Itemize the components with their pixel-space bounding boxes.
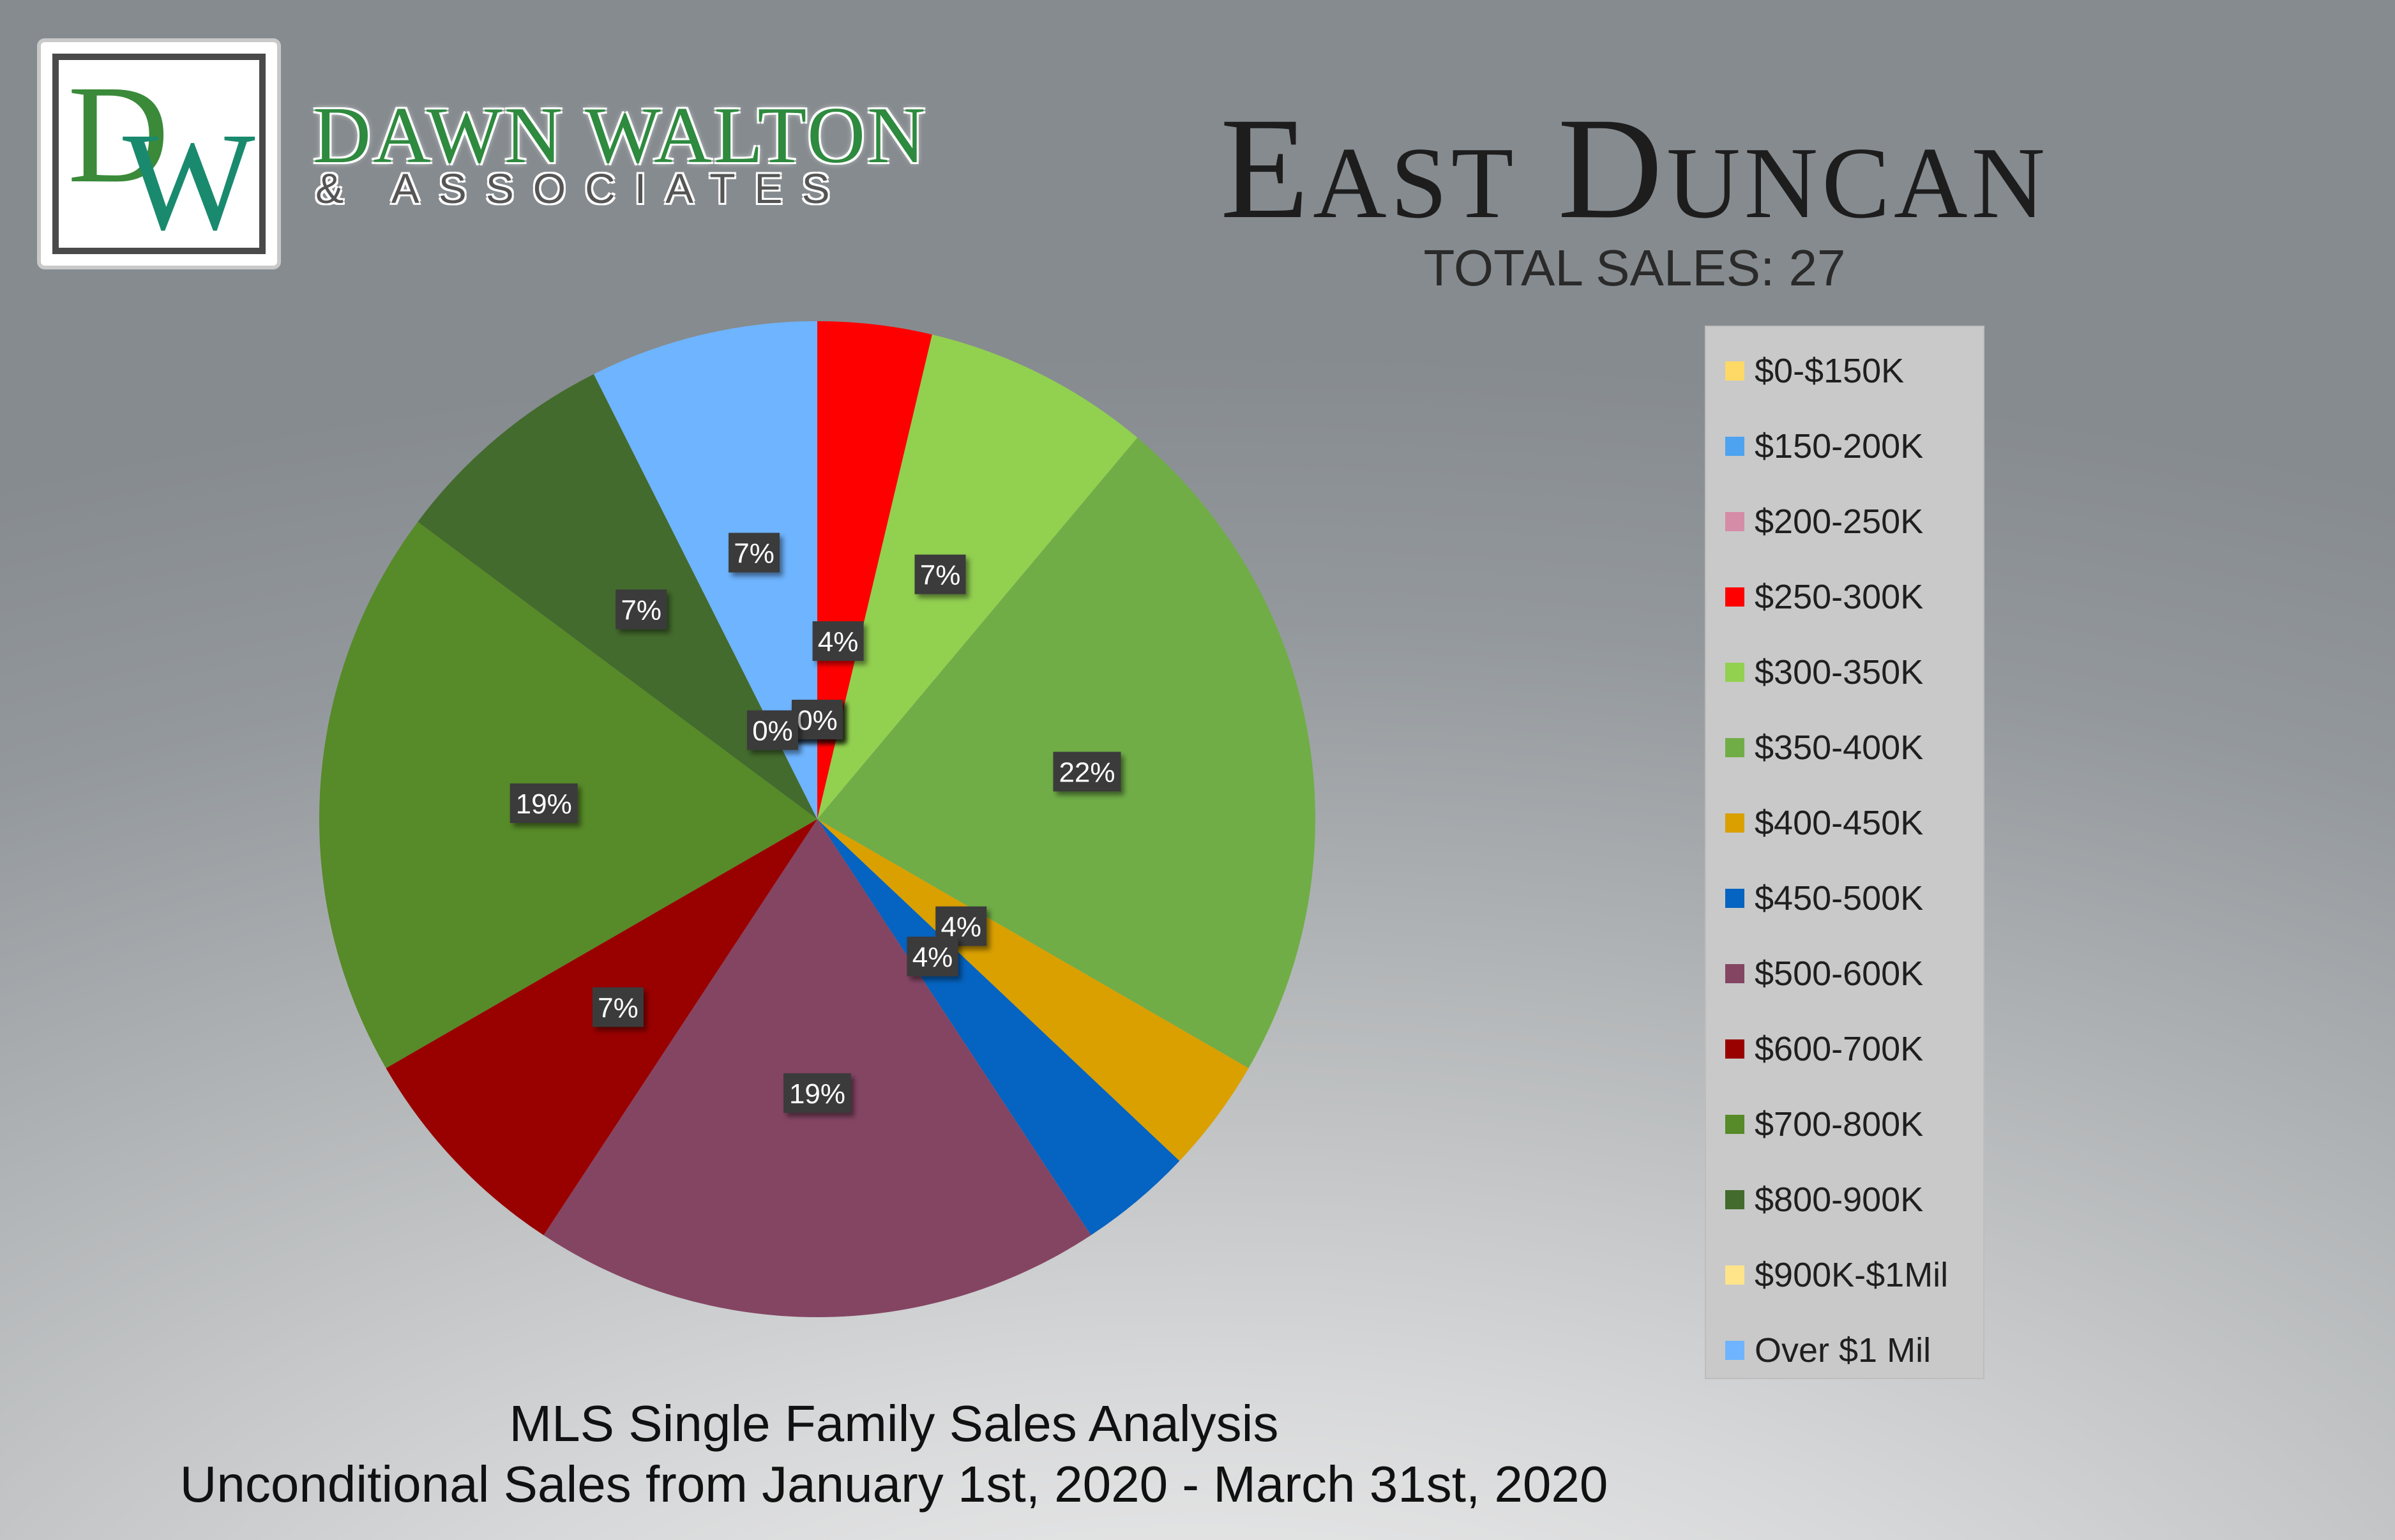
logo-monogram-d: D xyxy=(68,56,169,212)
legend-item-350-400k: $350-400K xyxy=(1725,725,1923,770)
legend-label: $0-$150K xyxy=(1755,352,1905,390)
data-label-700-800k: 19% xyxy=(510,783,578,824)
legend-swatch xyxy=(1725,361,1744,381)
data-label-600-700k: 7% xyxy=(592,987,644,1027)
legend-swatch xyxy=(1725,663,1744,682)
legend-item-0-150k: $0-$150K xyxy=(1725,349,1904,393)
legend-label: $450-500K xyxy=(1755,879,1924,917)
data-label-box xyxy=(914,554,966,594)
data-label-over-1-mil: 7% xyxy=(729,532,780,573)
legend-label: $700-800K xyxy=(1755,1105,1924,1144)
legend-item-200-250k: $200-250K xyxy=(1725,499,1923,544)
legend-item-150-200k: $150-200K xyxy=(1725,424,1923,469)
data-label-500-600k: 19% xyxy=(783,1073,851,1113)
data-label-box xyxy=(907,937,958,977)
legend-item-900k-1mil: $900K-$1Mil xyxy=(1725,1253,1948,1297)
chart-subtitle: TOTAL SALES: 27 xyxy=(1423,239,1846,296)
pie-slice-over-1-mil xyxy=(593,321,817,819)
pie-slice-250-300k xyxy=(817,321,932,819)
pie-slice-600-700k xyxy=(386,819,817,1235)
legend-label: $800-900K xyxy=(1755,1181,1924,1219)
legend-item-600-700k: $600-700K xyxy=(1725,1027,1923,1071)
pie-slice-500-600k xyxy=(543,819,1091,1317)
legend-label: $400-450K xyxy=(1755,804,1924,842)
data-label-350-400k: 22% xyxy=(1053,751,1121,792)
legend-label: $900K-$1Mil xyxy=(1755,1256,1949,1294)
legend-label: Over $1 Mil xyxy=(1755,1331,1931,1370)
legend-label: $500-600K xyxy=(1755,955,1924,993)
legend-swatch xyxy=(1725,512,1744,531)
legend-label: $350-400K xyxy=(1755,728,1924,767)
logo: D W xyxy=(37,38,281,269)
data-label-200-250k: 0% xyxy=(792,700,843,739)
data-label-text: 0% xyxy=(797,705,838,736)
data-label-box xyxy=(746,710,798,750)
legend-swatch xyxy=(1725,738,1744,757)
data-label-300-350k: 7% xyxy=(914,554,966,594)
logo-frame: D W xyxy=(52,54,266,254)
chart-title: East Duncan xyxy=(1220,88,2050,249)
data-label-text: 0% xyxy=(752,716,793,747)
legend: $0-$150K $150-200K $200-250K $250-300K $300-… xyxy=(1705,326,1984,1379)
data-label-250-300k: 4% xyxy=(812,621,864,661)
data-label-450-500k: 4% xyxy=(907,937,958,977)
legend-label: $200-250K xyxy=(1755,502,1924,541)
data-label-box xyxy=(616,589,667,630)
data-label-box xyxy=(812,621,864,661)
legend-swatch xyxy=(1725,1265,1744,1285)
legend-swatch xyxy=(1725,587,1744,607)
logo-monogram-w: W xyxy=(123,103,255,254)
legend-item-700-800k: $700-800K xyxy=(1725,1102,1923,1147)
data-label-box xyxy=(783,1073,851,1113)
data-label-900k-1mil: 0% xyxy=(746,710,798,750)
data-label-text: 7% xyxy=(598,992,638,1023)
pie-slice-450-500k xyxy=(817,819,1180,1235)
legend-swatch xyxy=(1725,964,1744,983)
data-label-box xyxy=(592,987,644,1027)
data-label-box xyxy=(510,783,578,824)
data-label-text: 22% xyxy=(1059,757,1115,789)
data-label-text: 4% xyxy=(818,626,859,658)
legend-swatch xyxy=(1725,1341,1744,1360)
legend-swatch xyxy=(1725,1190,1744,1209)
data-label-400-450k: 4% xyxy=(935,906,987,946)
data-label-box xyxy=(729,532,780,573)
legend-label: $150-200K xyxy=(1755,427,1924,465)
data-label-text: 19% xyxy=(516,789,572,820)
legend-item-300-350k: $300-350K xyxy=(1725,650,1923,695)
data-label-800-900k: 7% xyxy=(616,589,667,630)
legend-swatch xyxy=(1725,1115,1744,1134)
footer-title: MLS Single Family Sales Analysis xyxy=(509,1395,1279,1452)
pie-slice-300-350k xyxy=(817,335,1138,819)
legend-item-over-1-mil: Over $1 Mil xyxy=(1725,1328,1931,1373)
legend-label: $250-300K xyxy=(1755,578,1924,616)
data-label-text: 7% xyxy=(920,560,961,591)
legend-item-800-900k: $800-900K xyxy=(1725,1177,1923,1222)
legend-label: $300-350K xyxy=(1755,653,1924,691)
legend-item-450-500k: $450-500K xyxy=(1725,876,1923,921)
footer-date-range: Unconditional Sales from January 1st, 20… xyxy=(179,1456,1608,1513)
data-label-box xyxy=(1053,751,1121,792)
data-label-text: 19% xyxy=(789,1078,845,1110)
legend-swatch xyxy=(1725,437,1744,456)
data-label-text: 4% xyxy=(912,942,953,973)
legend-item-400-450k: $400-450K xyxy=(1725,801,1923,845)
data-label-box xyxy=(792,700,843,739)
legend-swatch xyxy=(1725,813,1744,833)
legend-item-250-300k: $250-300K xyxy=(1725,575,1923,619)
legend-swatch xyxy=(1725,889,1744,908)
data-label-text: 7% xyxy=(734,538,774,570)
legend-item-500-600k: $500-600K xyxy=(1725,951,1923,996)
pie-slice-400-450k xyxy=(817,819,1249,1161)
legend-label: $600-700K xyxy=(1755,1030,1924,1068)
brand-name: DAWN WALTON xyxy=(313,91,928,180)
brand-subtitle: & ASSOCIATES xyxy=(315,165,849,212)
data-label-text: 7% xyxy=(621,594,661,626)
legend-swatch xyxy=(1725,1039,1744,1059)
